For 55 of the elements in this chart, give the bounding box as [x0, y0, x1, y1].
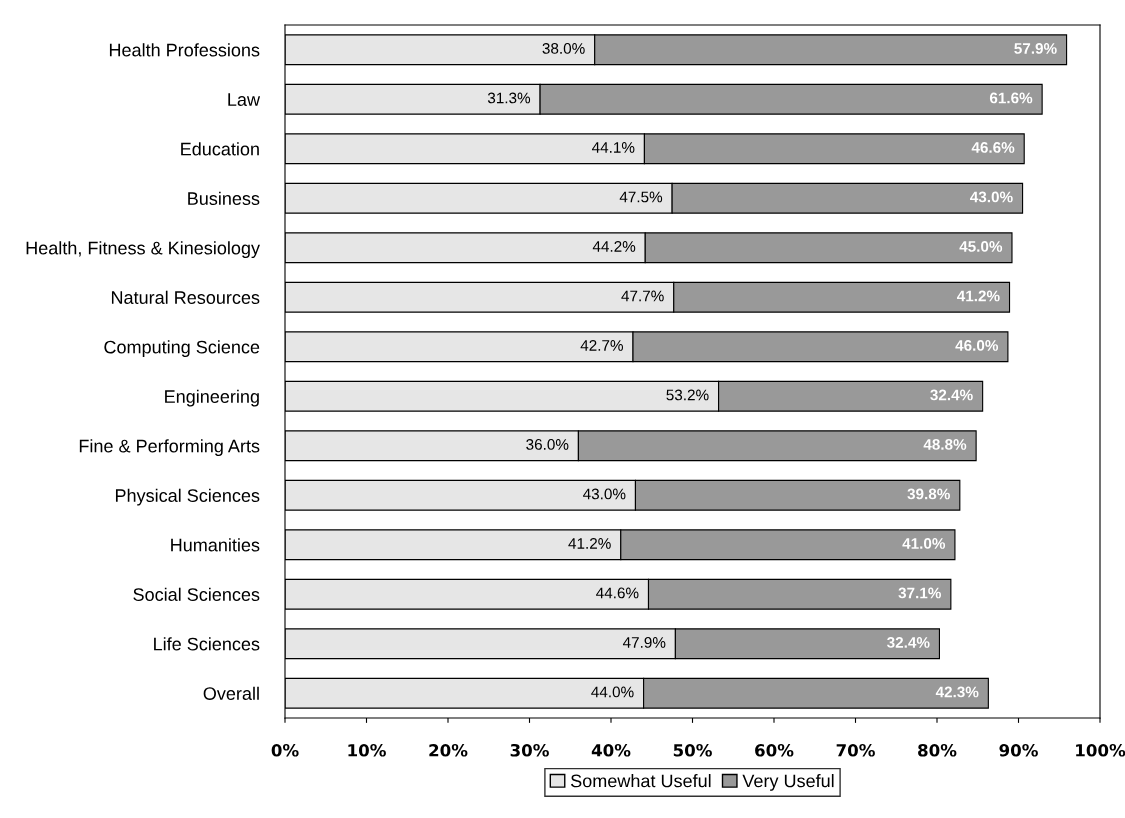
- legend-label: Very Useful: [742, 774, 834, 791]
- data-label: 45.0%: [959, 241, 1003, 252]
- data-label: 44.2%: [592, 241, 636, 252]
- data-label: 53.2%: [666, 389, 709, 401]
- y-tick-label: Fine & Performing Arts: [79, 439, 260, 457]
- data-label: 43.0%: [583, 488, 626, 500]
- x-tick-label: 0%: [271, 743, 299, 757]
- y-tick-label: Humanities: [171, 538, 260, 552]
- x-tick-label: 100%: [1076, 743, 1125, 757]
- data-label: 41.2%: [568, 538, 611, 549]
- y-tick-label: Physical Sciences: [115, 488, 260, 506]
- data-label: 43.0%: [970, 191, 1013, 203]
- legend-label: Somewhat Useful: [571, 774, 711, 788]
- data-label: 44.6%: [596, 587, 639, 599]
- y-tick-label: Social Sciences: [133, 587, 260, 601]
- data-label: 39.8%: [907, 488, 950, 500]
- y-tick-label: Health Professions: [109, 43, 260, 57]
- data-label: 61.6%: [989, 92, 1033, 104]
- data-label: 57.9%: [1014, 43, 1057, 54]
- y-tick-label: Computing Science: [104, 340, 260, 358]
- y-tick-label: Health, Fitness & Kinesiology: [26, 241, 260, 259]
- y-tick-label: Engineering: [165, 389, 259, 407]
- data-label: 36.0%: [526, 439, 569, 450]
- data-label: 42.3%: [935, 686, 979, 698]
- x-tick-label: 80%: [918, 743, 957, 757]
- data-label: 47.5%: [619, 191, 663, 203]
- data-label: 47.9%: [622, 637, 666, 648]
- y-tick-label: Natural Resources: [111, 290, 260, 304]
- y-tick-label: Business: [188, 191, 260, 205]
- data-label: 38.0%: [542, 43, 585, 54]
- y-tick-label: Law: [228, 93, 261, 106]
- data-label: 47.7%: [621, 290, 664, 302]
- data-label: 42.7%: [580, 340, 623, 351]
- data-label: 41.2%: [956, 290, 1000, 302]
- y-tick-label: Education: [181, 142, 259, 156]
- data-label: 31.3%: [487, 92, 531, 104]
- y-tick-label: Overall: [203, 686, 259, 700]
- x-tick-label: 10%: [348, 743, 386, 757]
- data-label: 46.6%: [971, 142, 1015, 153]
- data-label: 46.0%: [955, 340, 999, 351]
- data-label: 32.4%: [887, 637, 930, 648]
- data-label: 48.8%: [923, 439, 967, 450]
- data-label: 44.1%: [591, 142, 635, 153]
- data-label: 41.0%: [902, 538, 946, 549]
- data-label: 37.1%: [898, 587, 941, 599]
- x-tick-label: 40%: [591, 743, 631, 757]
- x-tick-label: 50%: [673, 743, 712, 757]
- data-label: 32.4%: [930, 389, 973, 401]
- x-tick-label: 70%: [836, 743, 875, 757]
- data-label: 44.0%: [591, 686, 634, 698]
- x-tick-label: 90%: [999, 743, 1038, 757]
- x-tick-label: 20%: [429, 743, 468, 757]
- x-tick-label: 60%: [755, 743, 794, 757]
- y-tick-label: Life Sciences: [154, 637, 260, 651]
- x-tick-label: 30%: [510, 743, 549, 757]
